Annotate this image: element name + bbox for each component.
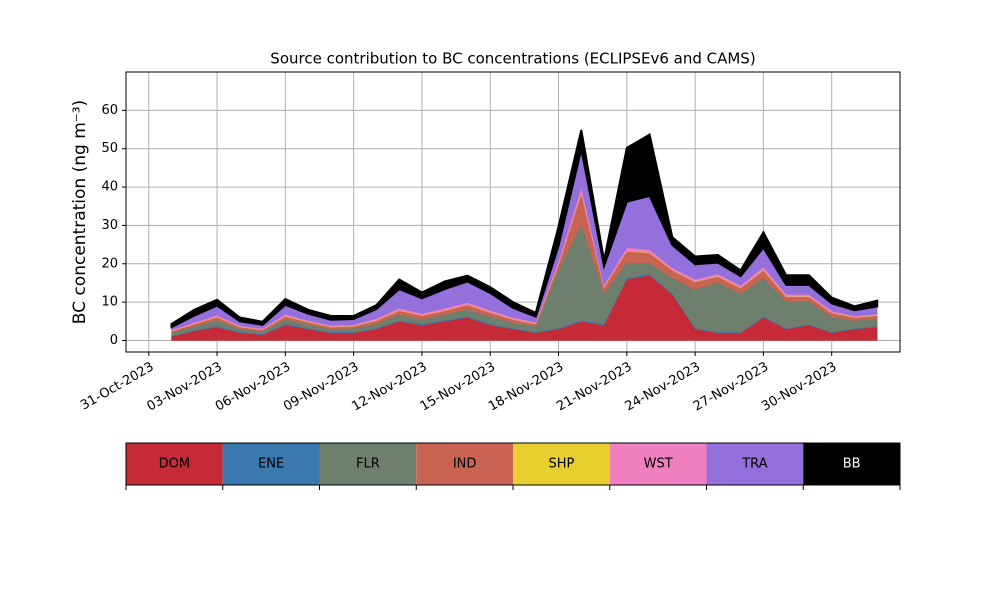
legend-label: DOM [159,457,190,472]
y-tick-label: 60 [101,103,118,118]
x-tick-label: 12-Nov-2023 [349,360,429,415]
x-tick-label: 21-Nov-2023 [554,360,634,415]
legend-swatch [416,443,513,485]
x-tick-label: 06-Nov-2023 [213,360,293,415]
y-tick-label: 50 [101,141,118,156]
x-tick-label: 03-Nov-2023 [145,360,225,415]
y-tick-label: 0 [110,333,118,348]
y-axis-label: BC concentration (ng m⁻³) [70,100,90,324]
legend-swatch [513,443,610,485]
legend-swatch [609,443,707,485]
legend-swatch [126,443,223,485]
y-tick-label: 30 [101,218,118,233]
x-tick-label: 15-Nov-2023 [418,360,498,415]
legend-label: SHP [548,457,574,472]
areas [170,129,879,341]
x-tick-label: 27-Nov-2023 [691,360,771,415]
legend-label: WST [644,457,673,472]
legend-label: TRA [741,457,767,472]
x-tick-label: 09-Nov-2023 [281,360,361,415]
axes: 0 10 20 30 40 50 60 31-Oct-202303-Nov-202306-No… [78,103,839,415]
legend-label: ENE [258,457,284,472]
x-tick-label: 24-Nov-2023 [623,360,703,415]
area [170,129,879,329]
legend-swatch [803,443,900,485]
legend: DOM ENE FLR IND SHP WST TRA BB [125,442,901,490]
legend-swatch [319,443,417,485]
legend-label: FLR [356,457,380,472]
legend-label: IND [453,457,477,472]
y-tick-label: 20 [101,256,118,271]
x-tick-label: 31-Oct-2023 [78,360,156,414]
x-tick-label: 18-Nov-2023 [486,360,566,415]
x-tick-label: 30-Nov-2023 [759,360,839,415]
y-tick-label: 10 [101,295,118,310]
chart-title: Source contribution to BC concentrations… [270,50,755,68]
legend-swatch [222,443,320,485]
plot-frame [125,71,901,353]
legend-swatch [706,443,804,485]
legend-label: BB [843,457,861,472]
y-tick-label: 40 [101,180,118,195]
